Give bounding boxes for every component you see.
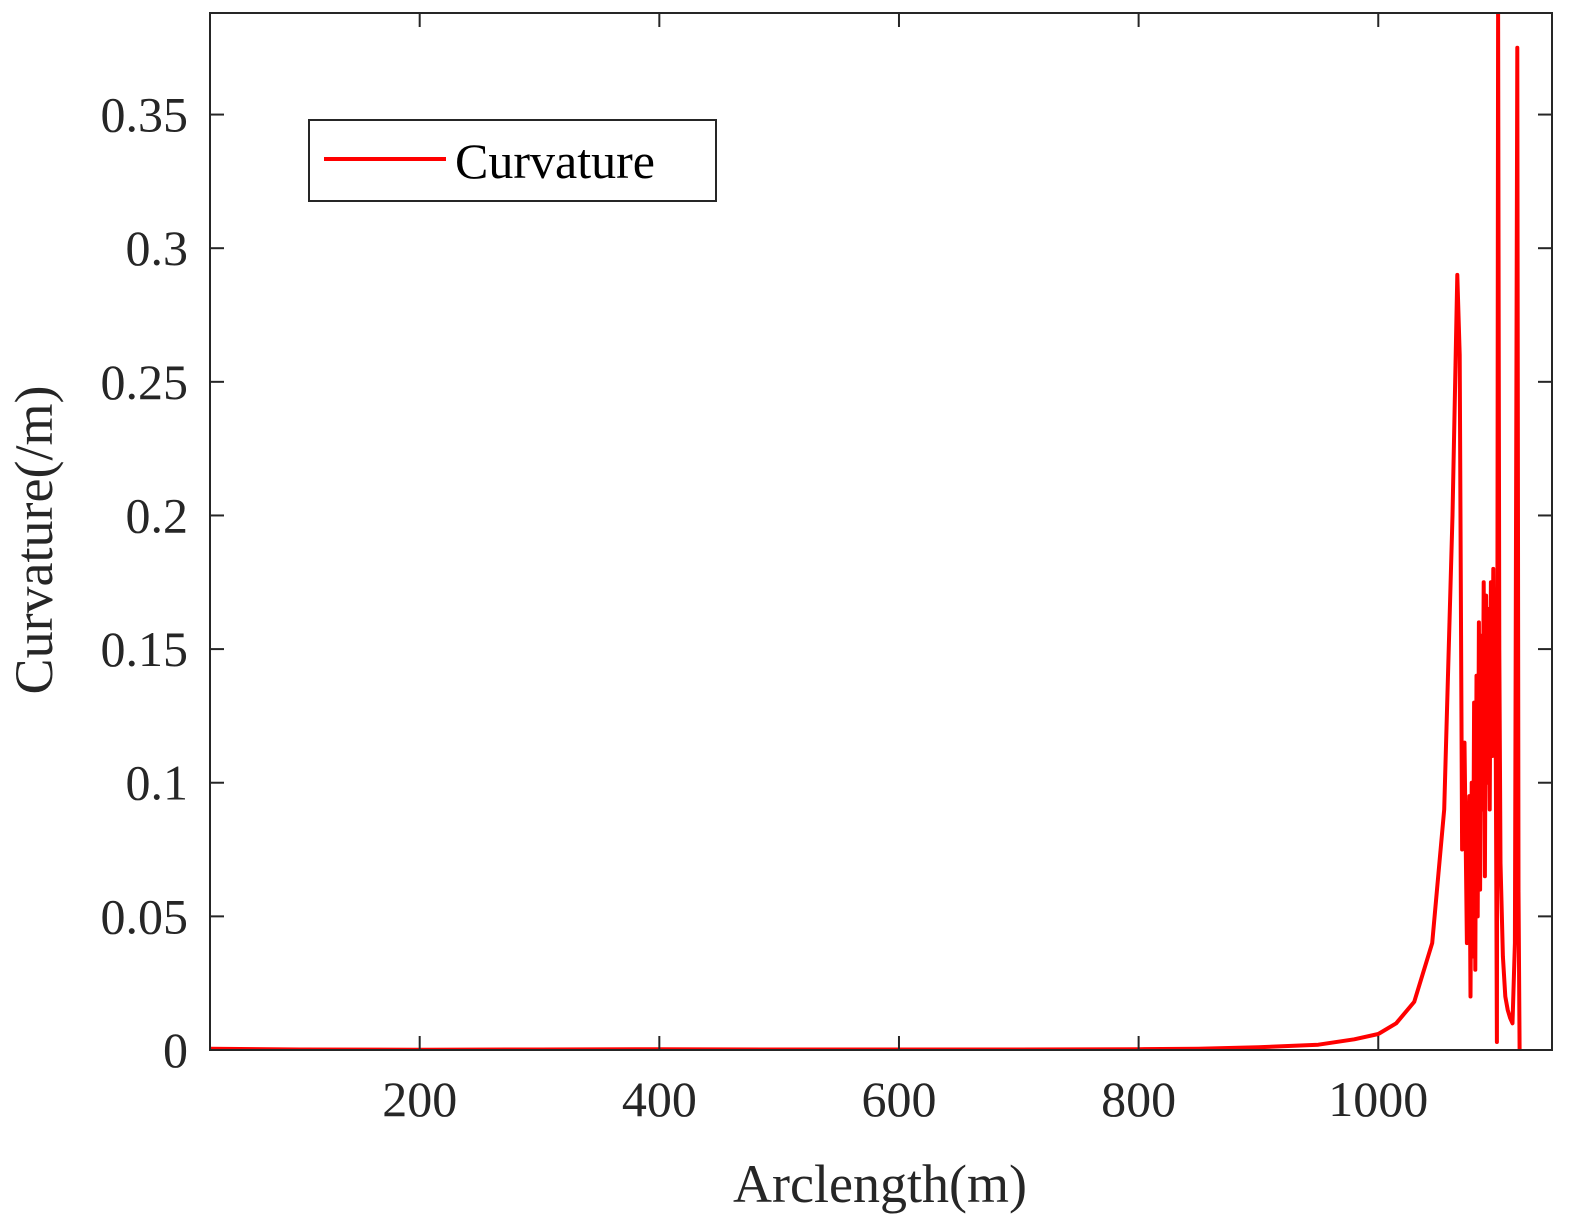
x-tick-label: 200 bbox=[382, 1071, 457, 1127]
curvature-series-line bbox=[210, 13, 1522, 1050]
legend-label-curvature: Curvature bbox=[455, 133, 655, 189]
x-axis-label: Arclength(m) bbox=[733, 1154, 1027, 1214]
x-tick-label: 1000 bbox=[1328, 1071, 1428, 1127]
x-tick-label: 600 bbox=[861, 1071, 936, 1127]
y-tick-label: 0.1 bbox=[126, 755, 189, 811]
y-tick-label: 0.25 bbox=[101, 354, 189, 410]
y-tick-label: 0.2 bbox=[126, 487, 189, 543]
legend: Curvature bbox=[308, 119, 717, 202]
x-tick-label: 800 bbox=[1101, 1071, 1176, 1127]
y-tick-label: 0.35 bbox=[101, 87, 189, 143]
y-axis-label: Curvature(/m) bbox=[4, 386, 64, 695]
plot-area-frame bbox=[209, 12, 1553, 1051]
y-tick-label: 0.3 bbox=[126, 220, 189, 276]
y-tick-label: 0.05 bbox=[101, 888, 189, 944]
y-tick-label: 0.15 bbox=[101, 621, 189, 677]
x-tick-label: 400 bbox=[622, 1071, 697, 1127]
y-tick-label: 0 bbox=[163, 1022, 188, 1078]
